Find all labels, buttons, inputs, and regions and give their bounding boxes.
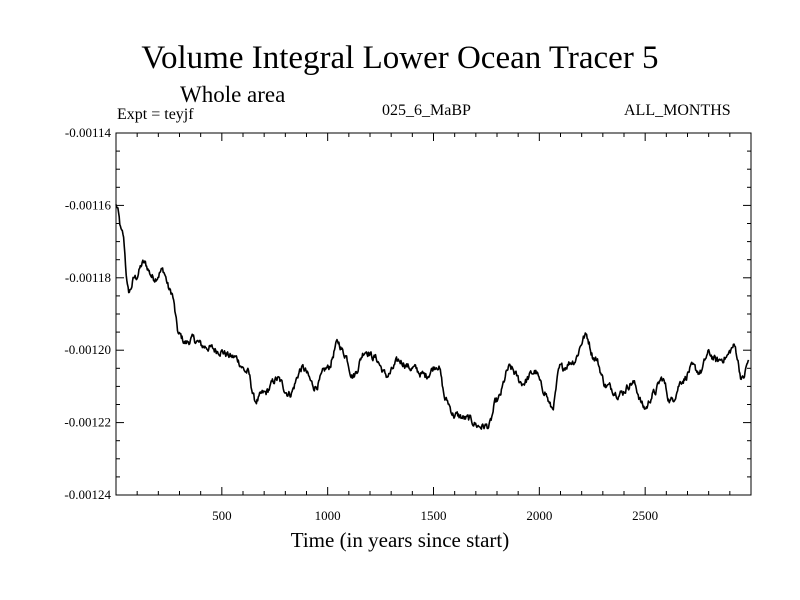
y-tick-label: -0.00114	[65, 125, 112, 140]
run-label: 025_6_MaBP	[382, 102, 471, 119]
y-tick-label: -0.00124	[64, 487, 111, 502]
x-tick-label: 1000	[315, 508, 341, 523]
ticks-layer: -0.00114 -0.00116 -0.00118 -0.00120 -0.00122…	[64, 125, 751, 523]
x-tick-label: 2500	[632, 508, 658, 523]
x-tick-label: 500	[212, 508, 232, 523]
series-layer	[115, 204, 750, 430]
y-tick-label: -0.00122	[64, 415, 111, 430]
experiment-label: Expt = teyjf	[117, 106, 194, 123]
chart-subtitle: Whole area	[180, 82, 286, 107]
plot-frame	[115, 132, 752, 496]
y-tick-label: -0.00116	[65, 197, 112, 212]
series-line-tracer5	[115, 204, 750, 430]
y-tick-label: -0.00120	[64, 342, 111, 357]
y-tick-label: -0.00118	[65, 270, 111, 285]
x-tick-label: 1500	[421, 508, 447, 523]
x-tick-label: 2000	[526, 508, 552, 523]
x-axis-label: Time (in years since start)	[290, 528, 510, 552]
period-label: ALL_MONTHS	[624, 102, 731, 119]
chart-title: Volume Integral Lower Ocean Tracer 5	[141, 40, 659, 76]
